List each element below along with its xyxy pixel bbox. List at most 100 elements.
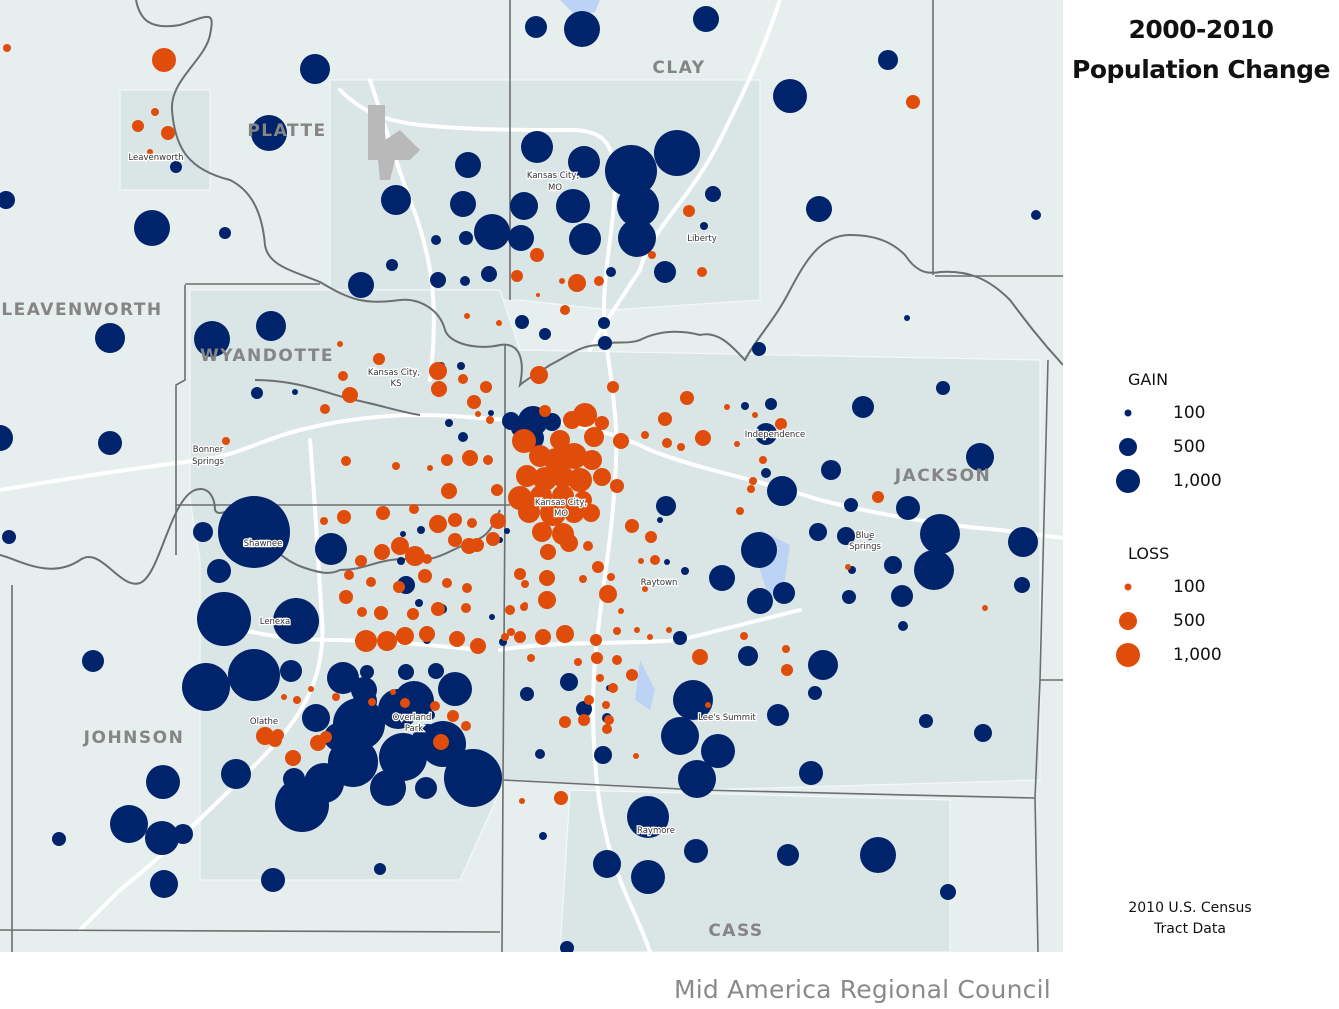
gain-circle <box>808 650 838 680</box>
gain-circle <box>738 646 758 666</box>
loss-circle <box>736 507 744 515</box>
loss-circle <box>574 658 582 666</box>
gain-circle <box>348 272 374 298</box>
loss-circle <box>427 465 433 471</box>
gain-circle <box>914 550 954 590</box>
gain-circle <box>891 585 913 607</box>
gain-circle <box>844 498 858 512</box>
loss-circle <box>462 450 478 466</box>
loss-circle <box>641 431 649 439</box>
loss-circle <box>507 628 515 636</box>
loss-circle <box>613 433 629 449</box>
loss-circle <box>422 554 432 564</box>
gain-circle <box>539 832 547 840</box>
loss-circle <box>374 544 390 560</box>
loss-circle <box>320 517 328 525</box>
loss-circle <box>405 546 425 566</box>
gain-circle <box>82 650 104 672</box>
loss-circle <box>602 724 612 734</box>
gain-circle <box>145 821 179 855</box>
legend-label: 100 <box>1173 403 1206 423</box>
gain-circle <box>560 673 578 691</box>
city-label: Liberty <box>687 234 717 244</box>
gain-circle <box>919 714 933 728</box>
gain-circle <box>898 621 908 631</box>
gain-circle <box>398 664 414 680</box>
loss-circle <box>592 561 604 573</box>
gain-circle <box>656 496 676 516</box>
legend-panel <box>1063 0 1339 952</box>
source-line-1: 2010 U.S. Census <box>1128 900 1252 916</box>
loss-circle <box>483 455 493 465</box>
legend-gain-100: 100 <box>1110 398 1250 428</box>
loss-circle <box>480 381 492 393</box>
loss-circle-medium-icon <box>1119 612 1137 630</box>
loss-circle <box>461 721 471 731</box>
gain-circle <box>657 517 663 523</box>
gain-circle <box>904 315 910 321</box>
loss-circle <box>618 608 624 614</box>
loss-circle <box>293 696 301 704</box>
loss-circle <box>393 581 405 593</box>
gain-circle <box>504 528 510 534</box>
legend-label: 500 <box>1173 437 1206 457</box>
loss-circle <box>582 450 602 470</box>
loss-circle <box>749 477 757 485</box>
gain-circle <box>920 514 960 554</box>
gain-circle <box>489 614 495 620</box>
loss-circle <box>583 541 593 551</box>
loss-circle <box>409 504 419 514</box>
gain-circle <box>560 941 574 952</box>
loss-circle <box>906 95 920 109</box>
gain-circle <box>415 777 437 799</box>
loss-circle <box>579 575 587 583</box>
loss-circle <box>650 555 660 565</box>
gain-circle <box>701 734 735 768</box>
gain-circle <box>328 737 378 787</box>
gain-circle <box>197 592 251 646</box>
loss-circle <box>536 293 540 297</box>
gain-circle <box>218 496 290 568</box>
loss-circle <box>613 627 621 635</box>
gain-circle <box>661 717 699 755</box>
gain-circle <box>251 387 263 399</box>
loss-circle <box>407 608 419 620</box>
county-label: LEAVENWORTH <box>1 300 162 320</box>
gain-circle <box>430 272 446 288</box>
loss-circle <box>320 404 330 414</box>
gain-circle <box>673 631 687 645</box>
loss-circle <box>339 590 353 604</box>
gain-circle <box>360 665 374 679</box>
loss-circle <box>516 465 538 487</box>
legend-loss-100: 100 <box>1110 572 1250 602</box>
loss-circle <box>608 683 618 693</box>
loss-circle <box>3 44 11 52</box>
loss-circle <box>433 734 449 750</box>
gain-circle <box>852 396 874 418</box>
loss-circle <box>512 429 536 453</box>
loss-circle <box>692 649 708 665</box>
map-title: 2000-2010 Population Change <box>1063 10 1339 90</box>
loss-circle <box>441 483 457 499</box>
gain-circle <box>806 196 832 222</box>
legend-label: 100 <box>1173 577 1206 597</box>
loss-circle <box>470 638 486 654</box>
loss-circle <box>677 443 685 451</box>
loss-circle <box>152 48 176 72</box>
loss-circle <box>647 634 653 640</box>
loss-circle <box>462 583 472 593</box>
loss-circle <box>511 270 523 282</box>
loss-circle <box>374 606 388 620</box>
gain-circle <box>693 6 719 32</box>
county-boundary <box>175 285 186 555</box>
loss-circle <box>458 374 468 384</box>
gain-circle <box>194 321 230 357</box>
loss-circle <box>342 387 358 403</box>
legend-gain-500: 500 <box>1110 432 1250 462</box>
gain-circle <box>773 582 795 604</box>
loss-circle <box>595 416 609 430</box>
loss-circle <box>338 371 348 381</box>
loss-circle <box>505 605 515 615</box>
loss-circle <box>429 362 447 380</box>
gain-circle <box>283 768 305 790</box>
